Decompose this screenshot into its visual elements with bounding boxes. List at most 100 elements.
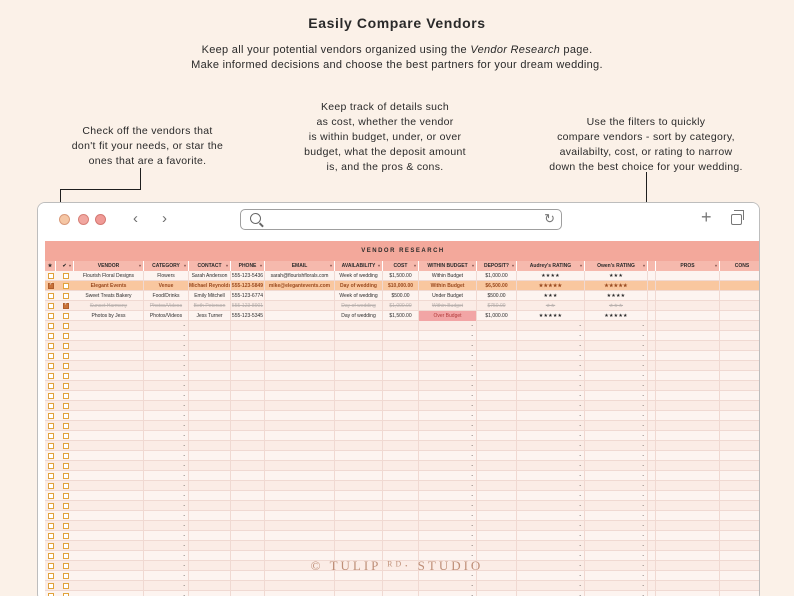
cell-audrey[interactable]: - [517,411,585,421]
window-close-dot[interactable] [59,214,70,225]
cell-col15[interactable] [720,421,759,431]
empty-row[interactable]: ---- [45,451,759,461]
cell-email[interactable] [265,471,335,481]
favorite-checkbox[interactable] [48,413,54,419]
cell-phone[interactable] [231,381,265,391]
cell-phone[interactable] [231,561,265,571]
exclude-checkbox[interactable] [63,273,69,279]
cell-deposit[interactable] [477,331,517,341]
exclude-checkbox[interactable] [63,323,69,329]
favorite-checkbox[interactable] [48,363,54,369]
exclude-checkbox[interactable] [63,343,69,349]
cell-col15[interactable] [720,451,759,461]
cell-phone[interactable] [231,491,265,501]
cell-budget[interactable]: - [419,571,477,581]
cell-col14[interactable] [656,481,720,491]
cell-availability[interactable] [335,441,383,451]
cell-category[interactable]: - [144,501,189,511]
cell-audrey[interactable]: - [517,401,585,411]
cell-availability[interactable] [335,401,383,411]
cell-owen[interactable]: - [585,421,648,431]
cell-phone[interactable] [231,551,265,561]
column-header-11[interactable]: Audrey's RATING ▾ [517,261,585,271]
cell-category[interactable]: Venue [144,281,189,291]
cell-contact[interactable] [189,341,231,351]
cell-audrey[interactable]: - [517,361,585,371]
cell-cost[interactable] [383,421,419,431]
cell-owen[interactable]: - [585,391,648,401]
column-header-10[interactable]: DEPOSIT? ▾ [477,261,517,271]
cell-phone[interactable]: 555-123-6774 [231,291,265,301]
cell-cost[interactable]: $1,000.00 [383,301,419,311]
cell-availability[interactable] [335,511,383,521]
cell-col15[interactable] [720,331,759,341]
cell-budget[interactable]: - [419,431,477,441]
cell-col14[interactable] [656,391,720,401]
cell-owen[interactable]: - [585,401,648,411]
cell-email[interactable] [265,491,335,501]
empty-row[interactable]: ---- [45,471,759,481]
cell-vendor[interactable] [74,581,144,591]
cell-col14[interactable] [656,371,720,381]
cell-audrey[interactable]: - [517,541,585,551]
cell-contact[interactable] [189,391,231,401]
cell-budget[interactable]: - [419,421,477,431]
cell-vendor[interactable] [74,471,144,481]
cell-audrey[interactable]: - [517,481,585,491]
cell-phone[interactable] [231,471,265,481]
cell-vendor[interactable] [74,531,144,541]
cell-availability[interactable] [335,571,383,581]
cell-col15[interactable] [720,431,759,441]
cell-email[interactable] [265,521,335,531]
cell-owen[interactable]: - [585,501,648,511]
cell-col15[interactable] [720,461,759,471]
cell-email[interactable] [265,321,335,331]
cell-owen[interactable]: - [585,531,648,541]
exclude-checkbox[interactable] [63,293,69,299]
cell-phone[interactable]: 555-123-8901 [231,301,265,311]
cell-category[interactable]: - [144,451,189,461]
empty-row[interactable]: ---- [45,491,759,501]
cell-vendor[interactable] [74,591,144,596]
favorite-checkbox[interactable] [48,423,54,429]
cell-deposit[interactable] [477,391,517,401]
favorite-checkbox[interactable] [48,573,54,579]
column-header-13[interactable] [648,261,656,271]
favorite-checkbox[interactable] [48,403,54,409]
cell-vendor[interactable] [74,321,144,331]
cell-availability[interactable] [335,431,383,441]
cell-col13[interactable] [648,411,656,421]
cell-category[interactable]: - [144,431,189,441]
cell-vendor[interactable] [74,371,144,381]
cell-category[interactable]: - [144,461,189,471]
exclude-checkbox[interactable] [63,513,69,519]
cell-col13[interactable] [648,421,656,431]
exclude-checkbox[interactable] [63,563,69,569]
empty-row[interactable]: ---- [45,441,759,451]
cell-availability[interactable]: Week of wedding [335,271,383,281]
exclude-checkbox[interactable] [63,573,69,579]
favorite-checkbox[interactable] [48,513,54,519]
column-header-14[interactable]: PROS ▾ [656,261,720,271]
filter-dropdown-icon[interactable]: ▾ [377,263,380,268]
cell-col14[interactable] [656,471,720,481]
cell-category[interactable]: - [144,541,189,551]
favorite-checkbox[interactable] [48,523,54,529]
cell-col15[interactable] [720,301,759,311]
cell-category[interactable]: - [144,571,189,581]
cell-contact[interactable] [189,361,231,371]
cell-cost[interactable] [383,391,419,401]
cell-cost[interactable] [383,321,419,331]
cell-deposit[interactable] [477,361,517,371]
cell-availability[interactable] [335,521,383,531]
cell-budget[interactable]: - [419,451,477,461]
cell-owen[interactable]: - [585,511,648,521]
empty-row[interactable]: ---- [45,381,759,391]
favorite-checkbox[interactable] [48,333,54,339]
cell-phone[interactable] [231,501,265,511]
empty-row[interactable]: ---- [45,501,759,511]
back-arrow-icon[interactable]: ‹ [133,210,138,227]
column-header-1[interactable]: ✔ ▾ [56,261,74,271]
cell-audrey[interactable]: - [517,381,585,391]
cell-deposit[interactable] [477,421,517,431]
